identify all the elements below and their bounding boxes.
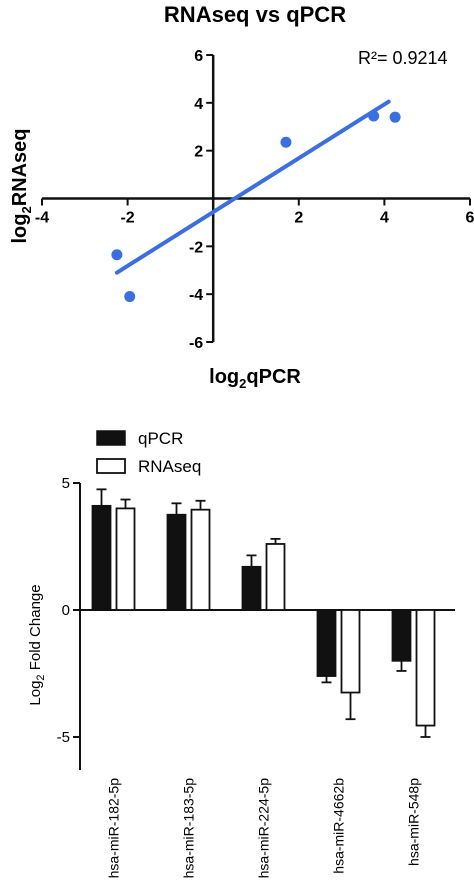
scatter-points — [111, 110, 401, 303]
bar-y-axis-label: Log2 Fold Change — [27, 584, 47, 705]
scatter-x-tick-label: -4 — [35, 210, 49, 227]
scatter-y-tick-label: 4 — [194, 96, 203, 113]
bar-y-tick-label: 0 — [62, 602, 70, 619]
bar — [391, 609, 412, 662]
scatter-x-tick-label: -2 — [120, 210, 134, 227]
scatter-x-tick-label: 6 — [466, 210, 474, 227]
bar — [340, 609, 361, 694]
scatter-y-tick-label: -6 — [189, 335, 203, 352]
legend: qPCR RNAseq — [96, 429, 201, 476]
category-label: hsa-miR-224-5p — [256, 778, 272, 879]
scatter-point — [368, 110, 380, 122]
bar — [265, 543, 286, 611]
legend-label-rnaseq: RNAseq — [138, 457, 201, 476]
legend-swatch-rnaseq — [96, 458, 126, 474]
scatter-point — [280, 136, 292, 148]
bar — [115, 507, 136, 611]
scatter-x-tick-label: 2 — [294, 210, 303, 227]
scatter-axes: -4 -2 2 4 6 -6 -4 -2 2 4 6 — [35, 48, 474, 352]
bar — [316, 609, 337, 677]
scatter-point — [389, 111, 401, 123]
legend-label-qpcr: qPCR — [138, 429, 183, 448]
regression-line — [114, 99, 391, 275]
category-label: hsa-miR-182-5p — [106, 778, 122, 879]
scatter-y-tick-label: 6 — [194, 48, 203, 65]
scatter-x-tick-label: 4 — [380, 210, 389, 227]
legend-swatch-qpcr — [96, 430, 126, 446]
scatter-point — [124, 291, 136, 303]
category-label: hsa-miR-183-5p — [181, 778, 197, 879]
category-label: hsa-miR-548p — [406, 778, 422, 866]
bar-chart: qPCR RNAseq -505 hsa-miR-182-5p hsa-miR-1… — [27, 429, 455, 878]
scatter-chart: RNAseq vs qPCR R²= 0.9214 -4 -2 2 4 6 -6 -4 -2 2… — [9, 2, 474, 391]
scatter-point — [111, 249, 123, 261]
bar — [241, 565, 262, 611]
scatter-x-axis-label: log2qPCR — [209, 366, 301, 391]
bars — [91, 488, 436, 738]
r-squared-annotation: R²= 0.9214 — [358, 48, 448, 68]
bar — [166, 513, 187, 611]
bar-y-tick-label: 5 — [62, 475, 70, 492]
bar — [91, 504, 112, 611]
scatter-y-tick-label: -2 — [189, 239, 203, 256]
category-labels: hsa-miR-182-5p hsa-miR-183-5p hsa-miR-224-… — [106, 778, 422, 879]
category-label: hsa-miR-4662b — [331, 778, 347, 874]
bar — [190, 508, 211, 611]
scatter-title: RNAseq vs qPCR — [164, 2, 346, 27]
bar-y-tick-label: -5 — [57, 729, 70, 746]
bar — [415, 609, 436, 727]
scatter-y-tick-label: -4 — [189, 287, 203, 304]
scatter-y-tick-label: 2 — [194, 144, 203, 161]
scatter-y-axis-label: log2RNAseq — [9, 128, 34, 243]
